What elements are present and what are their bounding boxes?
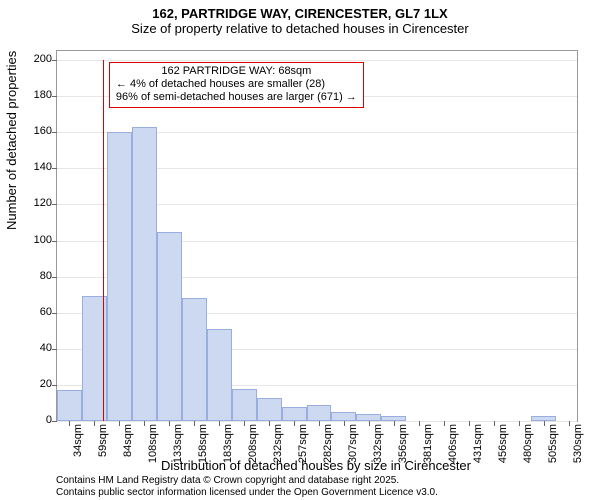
annotation-line: 96% of semi-detached houses are larger (… [116, 91, 357, 104]
histogram-bar [207, 329, 232, 421]
property-marker-line [103, 60, 104, 421]
ytick-mark [52, 421, 57, 422]
ytick-mark [52, 241, 57, 242]
histogram-bar [331, 412, 356, 421]
chart-title: 162, PARTRIDGE WAY, CIRENCESTER, GL7 1LX [0, 0, 600, 21]
ytick-label: 200 [34, 53, 52, 65]
histogram-bar [356, 414, 381, 421]
xtick-label: 59sqm [97, 424, 109, 457]
chart-container: 162, PARTRIDGE WAY, CIRENCESTER, GL7 1LX… [0, 0, 600, 500]
histogram-bar [157, 232, 182, 422]
histogram-bar [282, 407, 307, 421]
xtick-mark [119, 421, 120, 426]
ytick-mark [52, 204, 57, 205]
x-axis-label: Distribution of detached houses by size … [56, 458, 576, 473]
xtick-mark [519, 421, 520, 426]
plot-area: 162 PARTRIDGE WAY: 68sqm← 4% of detached… [56, 50, 578, 422]
annotation-box: 162 PARTRIDGE WAY: 68sqm← 4% of detached… [109, 62, 364, 108]
gridline [57, 421, 577, 422]
xtick-mark [144, 421, 145, 426]
xtick-mark [244, 421, 245, 426]
xtick-mark [169, 421, 170, 426]
ytick-label: 20 [40, 378, 52, 390]
histogram-bar [307, 405, 332, 421]
xtick-mark [194, 421, 195, 426]
annotation-line: ← 4% of detached houses are smaller (28) [116, 78, 357, 91]
xtick-mark [319, 421, 320, 426]
xtick-mark [419, 421, 420, 426]
ytick-label: 180 [34, 89, 52, 101]
histogram-bar [182, 298, 207, 421]
ytick-mark [52, 60, 57, 61]
chart-subtitle: Size of property relative to detached ho… [0, 21, 600, 38]
xtick-mark [569, 421, 570, 426]
ytick-label: 0 [46, 414, 52, 426]
histogram-bar [257, 398, 282, 421]
histogram-bar [57, 390, 82, 421]
footer-line: Contains HM Land Registry data © Crown c… [56, 475, 438, 487]
histogram-bar [232, 389, 257, 421]
histogram-bar [107, 132, 132, 421]
xtick-mark [94, 421, 95, 426]
xtick-mark [269, 421, 270, 426]
xtick-label: 34sqm [72, 424, 84, 457]
ytick-mark [52, 132, 57, 133]
xtick-mark [219, 421, 220, 426]
ytick-mark [52, 349, 57, 350]
xtick-mark [444, 421, 445, 426]
xtick-mark [544, 421, 545, 426]
ytick-label: 120 [34, 197, 52, 209]
ytick-mark [52, 277, 57, 278]
xtick-mark [369, 421, 370, 426]
ytick-label: 140 [34, 161, 52, 173]
ytick-label: 100 [34, 234, 52, 246]
footer-line: Contains public sector information licen… [56, 487, 438, 499]
ytick-mark [52, 385, 57, 386]
gridline [57, 60, 577, 61]
annotation-line: 162 PARTRIDGE WAY: 68sqm [116, 65, 357, 78]
xtick-mark [469, 421, 470, 426]
histogram-bar [132, 127, 157, 421]
xtick-mark [344, 421, 345, 426]
ytick-mark [52, 168, 57, 169]
y-axis-label: Number of detached properties [4, 51, 19, 230]
xtick-mark [394, 421, 395, 426]
xtick-mark [294, 421, 295, 426]
xtick-mark [69, 421, 70, 426]
ytick-label: 160 [34, 125, 52, 137]
ytick-mark [52, 96, 57, 97]
ytick-mark [52, 313, 57, 314]
ytick-label: 60 [40, 306, 52, 318]
ytick-label: 80 [40, 270, 52, 282]
xtick-label: 84sqm [122, 424, 134, 457]
xtick-mark [494, 421, 495, 426]
ytick-label: 40 [40, 342, 52, 354]
footer-attribution: Contains HM Land Registry data © Crown c… [56, 475, 438, 498]
